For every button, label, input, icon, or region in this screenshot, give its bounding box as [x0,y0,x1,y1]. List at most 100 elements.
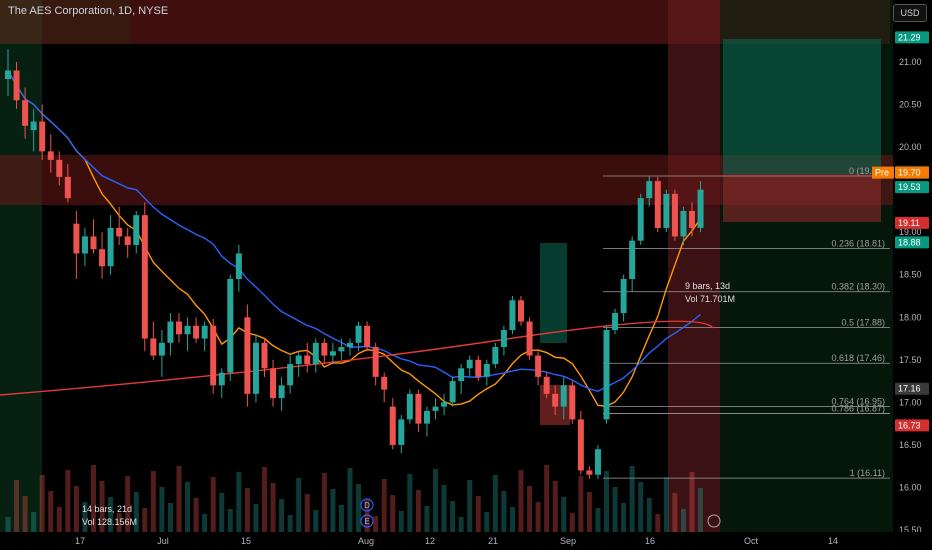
currency-button[interactable]: USD [893,4,927,22]
candle-body [133,215,140,245]
volume-bar [467,480,473,532]
candle-body [312,342,319,365]
event-marker-label: E [364,517,369,526]
volume-bar [296,478,302,532]
volume-bar [159,487,165,532]
background-zone [42,0,172,550]
time-tick-label: Sep [560,536,576,546]
volume-bar [612,487,618,532]
volume-bar [202,514,208,532]
volume-bar [415,490,421,532]
premarket-badge [872,166,894,179]
volume-bar [527,486,533,532]
volume-bar [484,512,490,532]
candle-body [176,321,182,335]
candle-body [218,372,225,386]
candle-body [22,100,29,126]
time-tick-label: 17 [75,536,85,546]
candle-body [500,330,507,348]
fib-label: 0.236 (18.81) [831,238,885,248]
candle-body [244,317,251,394]
candle-body [124,236,131,245]
candle-body [466,359,473,369]
price-tick-label: 20.50 [899,100,922,110]
time-axis [0,532,932,550]
candle-body [594,449,601,475]
candle-body [278,385,285,399]
volume-bar [509,507,515,532]
target-zone [723,39,881,174]
candle-body [646,181,653,199]
volume-bar [373,516,379,532]
volume-bar [689,472,695,532]
fib-label: 0.764 (16.95) [831,397,885,407]
volume-bar [279,499,285,532]
premarket-label: Pre [875,168,889,178]
candle-body [543,376,550,394]
event-marker-icon [360,514,374,528]
volume-bar [244,488,250,532]
candle-body [697,189,704,228]
volume-bar [82,502,88,532]
range-bars-label-right: 9 bars, 13d [685,281,731,291]
time-tick-label: Oct [744,536,759,546]
candle-body [372,347,379,377]
volume-bar [433,469,438,532]
volume-bar [364,500,370,532]
time-tick-label: 15 [241,536,251,546]
candle-body [347,342,353,348]
candle-body [526,321,533,356]
moving-average-line [7,70,702,407]
candle-body [458,368,465,382]
price-badge-label: 18.88 [898,237,921,247]
price-tick-label: 15.50 [899,525,922,535]
volume-bar [125,476,131,532]
candle-body [5,70,11,80]
price-badge-label: 21.29 [898,32,921,42]
candle-body [475,359,482,377]
price-badge [895,31,929,44]
candle-body [629,240,636,279]
volume-bar [586,492,592,532]
price-tick-label: 16.50 [899,440,922,450]
volume-bar [569,513,575,532]
volume-bar [672,493,678,532]
volume-bar [99,481,105,532]
volume-bar [287,515,293,532]
candle-body [449,381,456,403]
candle-body [158,342,165,356]
candle-body [423,410,430,424]
candle-body [193,325,200,339]
moving-average-line-red [0,320,714,396]
volume-bar [22,496,28,532]
price-tick-label: 18.00 [899,312,922,322]
candle-body [150,338,157,356]
event-marker-icon [360,498,374,512]
price-tick-label: 17.50 [899,355,922,365]
volume-bar [492,475,498,532]
volume-bar [48,491,54,532]
volume-bar [185,482,191,532]
candle-body [689,210,695,228]
price-badge [895,181,929,194]
candle-body [252,342,259,394]
candle-body [355,325,362,343]
volume-bar [150,471,156,532]
volume-bar [219,493,225,532]
volume-bar [398,511,404,532]
volume-bar [73,486,79,532]
fib-label: 0.5 (17.88) [841,317,885,327]
volume-bar [518,470,524,532]
moving-average-line [7,70,701,393]
candle-body [663,193,670,228]
volume-bar [390,495,396,532]
candle-body [432,406,439,411]
price-tick-label: 19.00 [899,227,922,237]
candle-body [560,385,567,407]
fib-label: 0 (19.66) [849,166,885,176]
price-badge [895,236,929,249]
range-bars-label-left: 14 bars, 21d [82,504,133,514]
candle-body [569,385,576,420]
candle-body [415,393,422,424]
